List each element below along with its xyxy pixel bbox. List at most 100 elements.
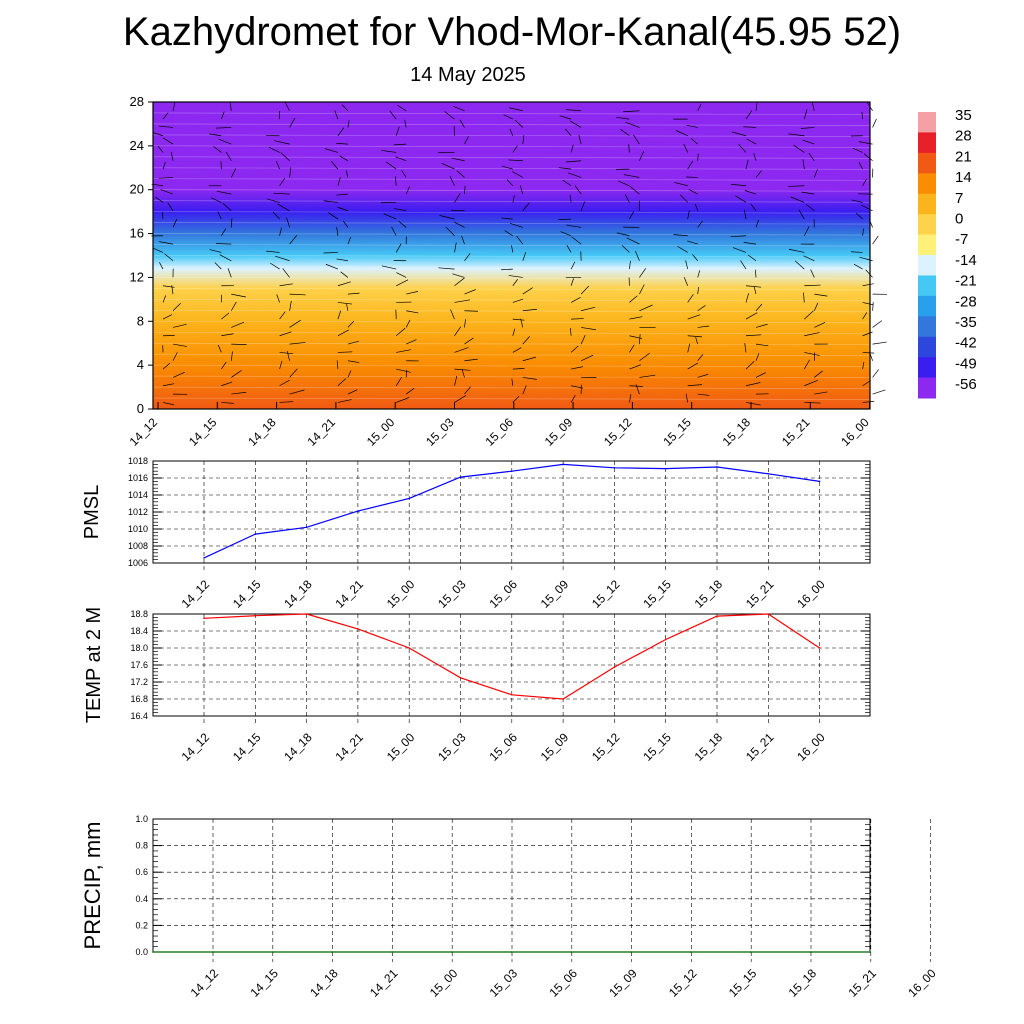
y-tick-label: 24 [130,138,144,153]
wind-barb [753,286,757,295]
wind-barb [793,144,805,153]
wind-barb [813,169,818,178]
wind-barb [559,115,572,120]
colorbar-swatch [918,316,936,338]
data-point [510,951,513,953]
x-tick-label: 15_15 [660,415,694,449]
wind-barb [639,374,656,378]
wind-barb [566,244,572,253]
temperature-contour [152,310,871,313]
wind-barb [347,360,360,363]
wind-barb [395,126,400,136]
wind-barb [231,343,247,345]
wind-barb [858,162,863,170]
wind-barb [814,293,828,297]
data-point [818,647,821,649]
data-point [869,951,871,953]
wind-barb [804,332,820,337]
wind-barb [803,226,810,236]
wind-barb [571,236,582,245]
x-tick-label: 14_21 [333,577,367,611]
wind-barb [454,347,469,353]
x-tick-label: 15_18 [720,415,754,449]
wind-barb [570,278,574,286]
wind-barb [686,124,698,128]
x-tick-label: 14_21 [305,415,339,449]
colorbar-label: -49 [955,355,977,372]
wind-barb [275,255,290,262]
colorbar-swatch [918,193,936,215]
wind-barb [172,352,178,361]
wind-barb [512,145,518,153]
wind-barb [337,127,345,136]
wind-barb [511,245,514,253]
wind-barb [629,394,632,403]
wind-barb [580,285,590,295]
wind-barb [229,101,232,111]
wind-barb [337,206,349,212]
wind-barb [805,203,815,212]
wind-barb [566,224,582,228]
temperature-field [153,102,870,409]
x-tick-label: 14_12 [188,966,222,1000]
wind-barb [209,133,222,137]
wind-barb [270,262,280,270]
wind-barb [814,322,826,328]
wind-barb [755,170,762,178]
x-tick-label: 15_21 [743,577,777,611]
wind-barb [214,262,222,270]
y-tick-label: 8 [137,313,144,328]
wind-barb [522,252,527,261]
wind-barb [464,337,474,345]
y-tick-label: 20 [130,182,144,197]
x-tick-label: 14_21 [333,730,367,764]
wind-barb [502,165,513,170]
wind-barb [170,151,174,161]
wind-barb [158,177,174,179]
wind-barb [395,243,402,253]
wind-barb [286,217,290,228]
wind-barb [345,170,349,178]
wind-barb [231,321,245,328]
wind-barb [512,328,516,336]
wind-barb [569,194,572,203]
wind-barb [803,359,810,370]
chart-title: Kazhydromet for Vhod-Mor-Kanal(45.95 52) [122,10,902,54]
wind-barb [730,183,747,187]
wind-barb [629,335,643,339]
x-tick-label: 16_00 [905,966,939,1000]
wind-barb [336,193,348,196]
wind-barb [814,391,828,395]
data-point [459,676,462,679]
wind-barb [275,160,280,170]
wind-barb [501,268,513,271]
wind-barb [159,241,174,245]
wind-barb [464,253,471,261]
wind-barb [861,111,863,120]
wind-barb [509,223,523,228]
data-point [767,472,770,475]
x-tick-label: 14_12 [127,415,161,449]
y-axis-label: TEMP at 2 M [83,607,105,723]
wind-barb [162,383,175,387]
chart-subtitle: 14 May 2025 [410,64,526,86]
wind-barb [697,103,702,111]
wind-barb [323,252,338,254]
y-tick-label: 1008 [128,541,148,551]
wind-barb [697,354,704,361]
wind-barb [216,127,232,129]
wind-barb [331,161,339,170]
wind-barb [336,142,348,145]
wind-barb [162,314,173,320]
colorbar-swatch [918,173,936,195]
colorbar-label: 7 [955,190,963,207]
wind-barb [405,186,410,195]
wind-barb [347,120,350,128]
wind-barb [213,146,222,153]
temperature-contour [152,145,871,148]
x-tick-label: 14_18 [245,415,279,449]
data-point [203,617,205,620]
x-tick-label: 15_00 [384,577,418,611]
wind-barb [516,235,524,245]
wind-barb [155,196,164,203]
